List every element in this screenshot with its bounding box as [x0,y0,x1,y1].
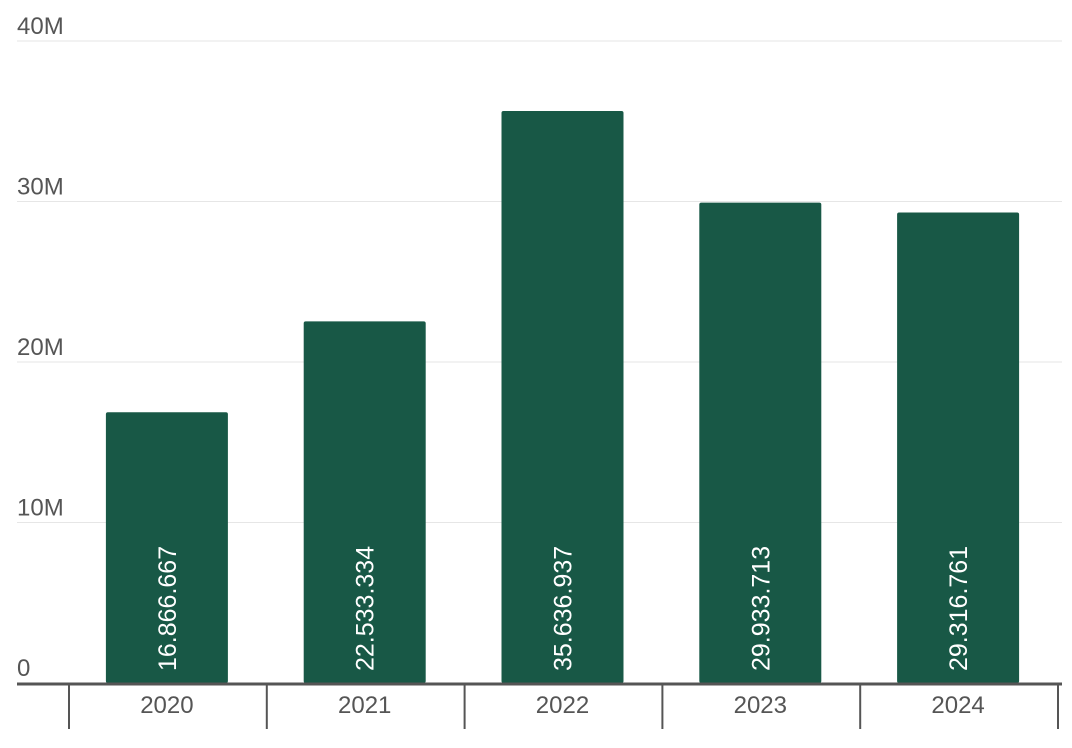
data-label-2024: 29.316.761 [945,546,973,671]
y-tick-label: 10M [17,495,64,522]
data-labels: 16.866.667 22.533.334 35.636.937 29.933.713… [154,546,973,671]
x-tick-label: 2020 [140,692,193,719]
bars [105,111,1020,683]
x-tick-label: 2024 [931,692,984,719]
bar-2024 [897,212,1020,683]
y-axis-tick-labels: 0 10M 20M 30M 40M [17,13,64,682]
x-axis: 2020 2021 2022 2023 2024 [17,682,1062,729]
data-label-2022: 35.636.937 [550,546,578,671]
bar-2022 [501,111,624,683]
x-tick-label: 2022 [536,692,589,719]
y-tick-label: 30M [17,174,64,201]
x-tick-label: 2021 [338,692,391,719]
bar-2021 [303,321,426,683]
y-tick-label: 20M [17,334,64,361]
y-tick-label: 40M [17,13,64,40]
data-label-2020: 16.866.667 [154,546,182,671]
bar-2020 [105,412,228,683]
y-tick-label: 0 [17,655,30,682]
data-label-2023: 29.933.713 [747,546,775,671]
bar-2023 [699,202,822,683]
data-label-2021: 22.533.334 [352,546,380,671]
x-tick-label: 2023 [734,692,787,719]
